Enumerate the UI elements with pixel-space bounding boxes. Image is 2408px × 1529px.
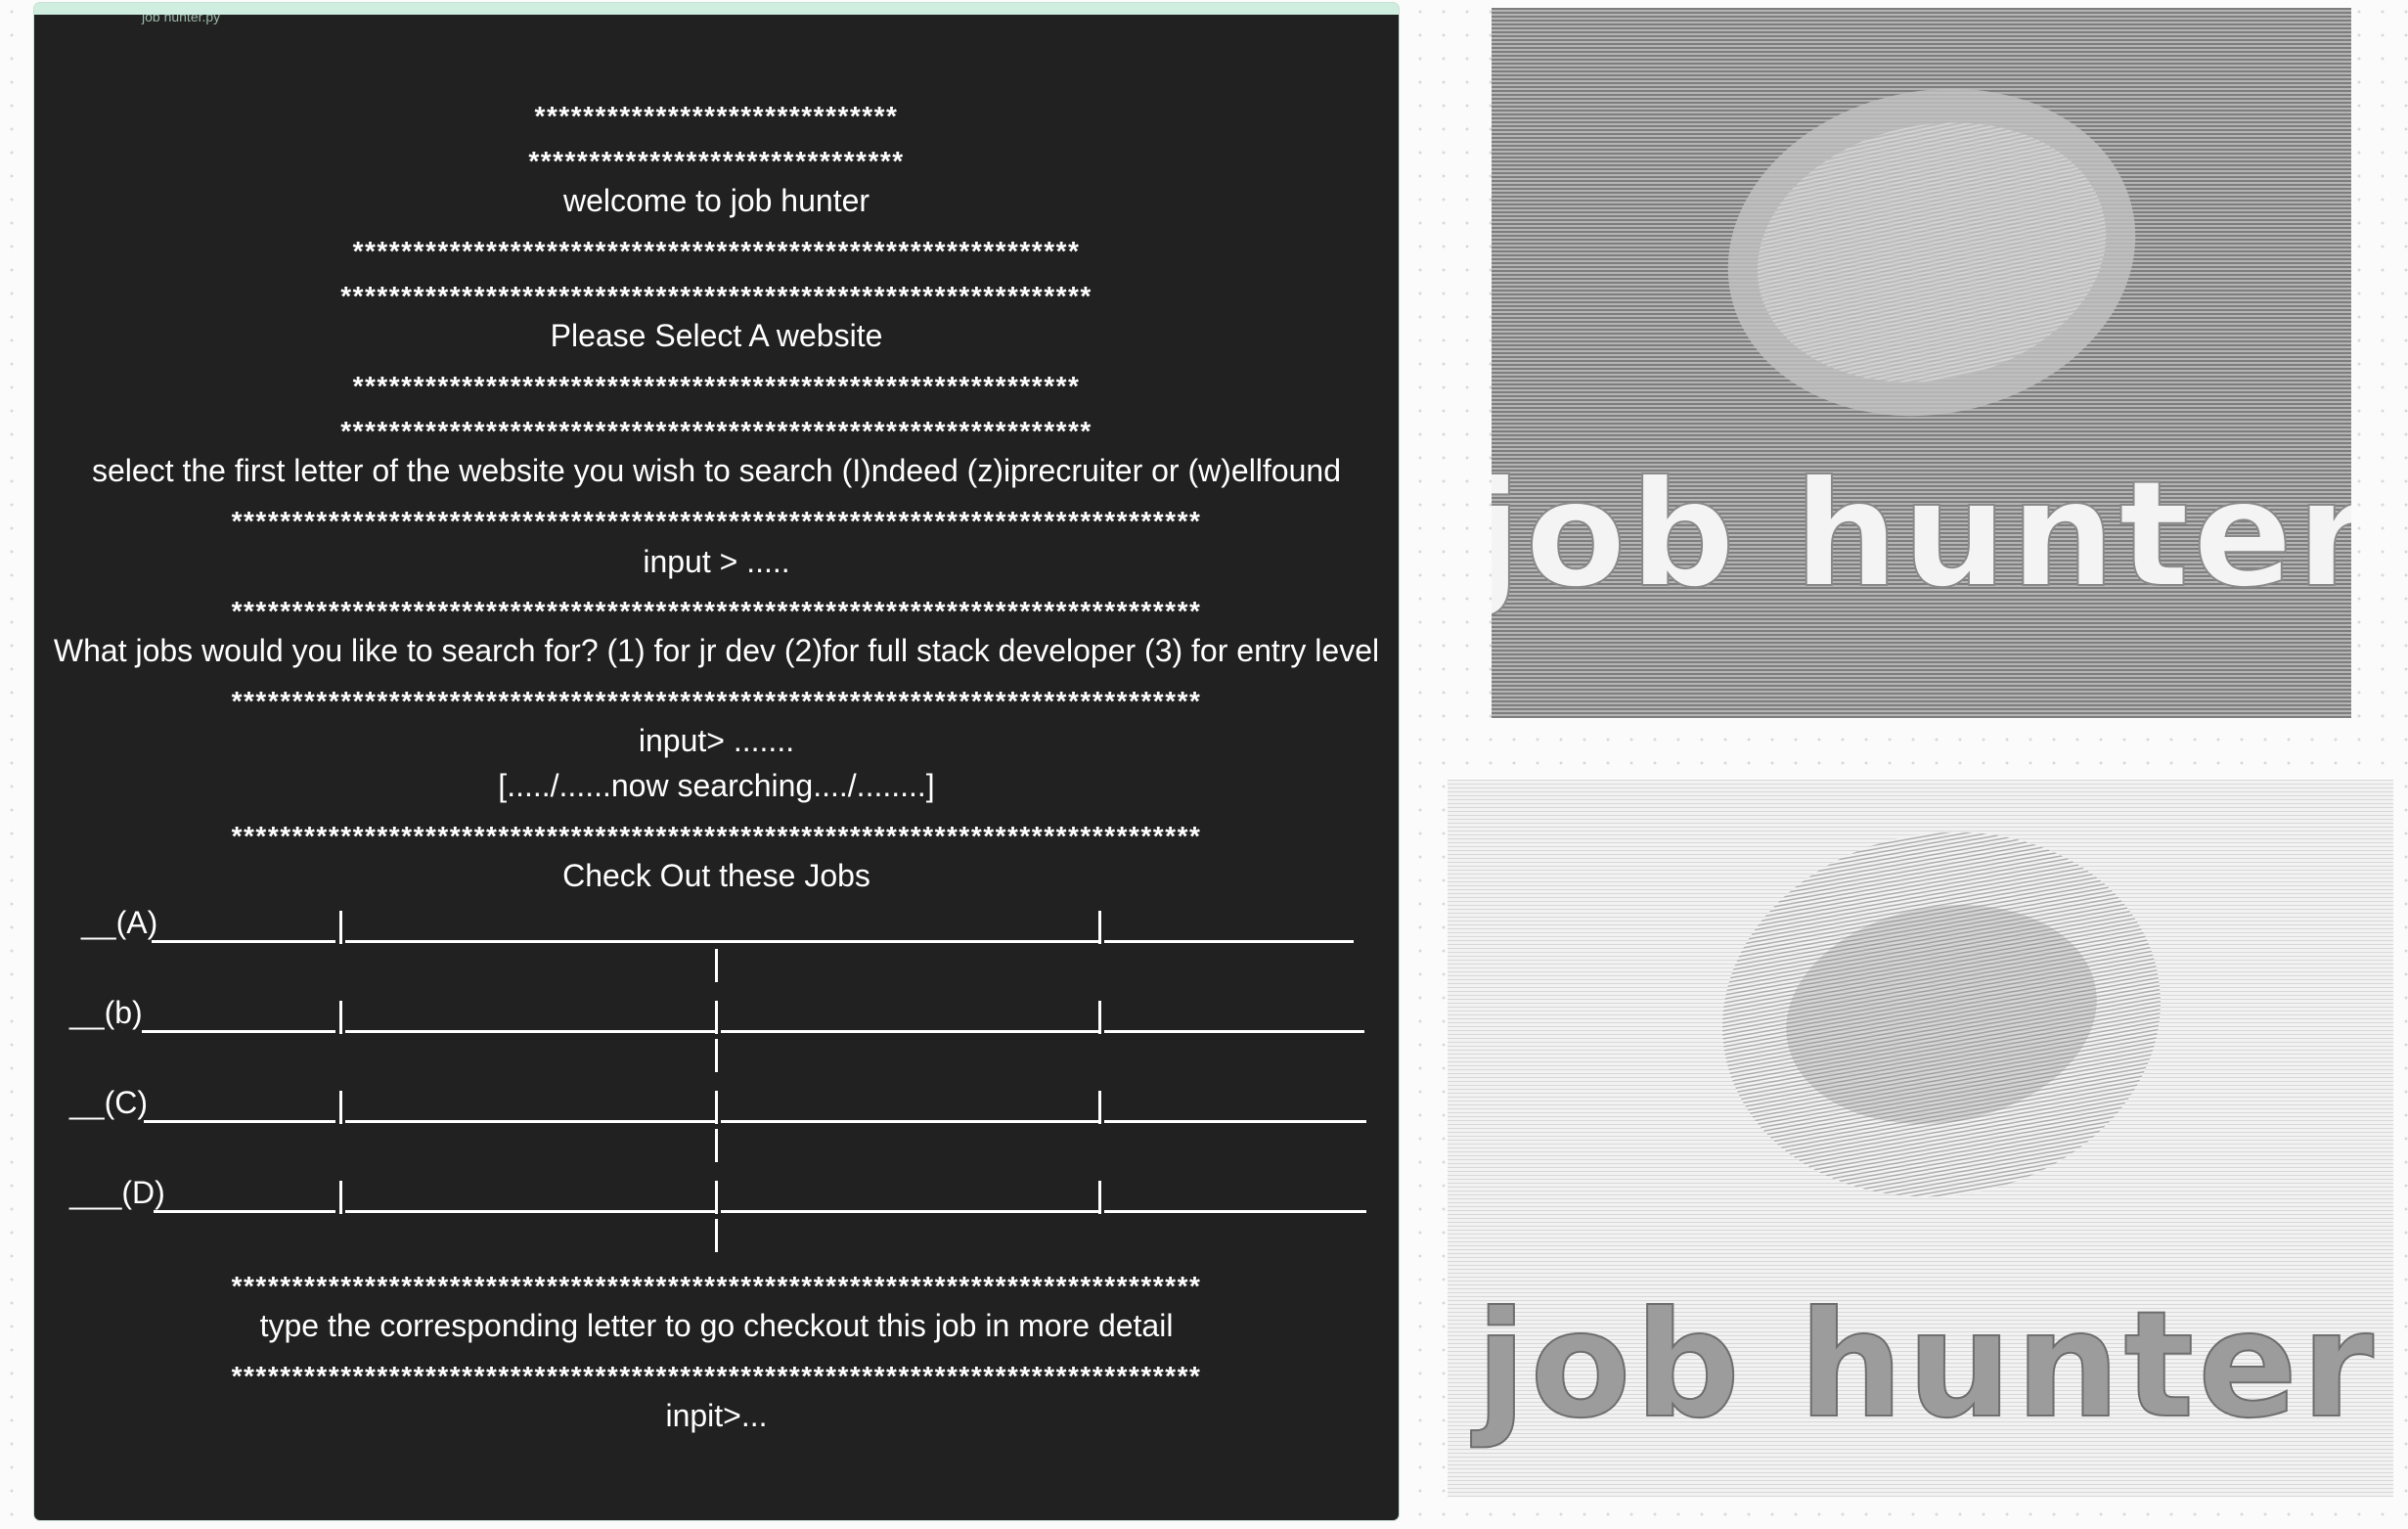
jobs-input[interactable]: input> ....... xyxy=(638,723,795,758)
stars-divider: ****************************** xyxy=(534,101,899,131)
stars-divider: ****************************************… xyxy=(231,821,1202,851)
separator xyxy=(339,1091,342,1124)
stars-divider: ****************************************… xyxy=(231,1271,1202,1301)
separator xyxy=(715,949,718,982)
blank-field xyxy=(345,940,1098,943)
separator xyxy=(339,1181,342,1214)
stars-divider: ****************************************… xyxy=(231,506,1202,536)
ascii-art-caption: job hunter xyxy=(1471,1281,2378,1451)
website-input[interactable]: input > ..... xyxy=(643,544,790,579)
blank-field xyxy=(1104,940,1354,943)
job-row-c[interactable]: __(C) xyxy=(34,1083,1399,1128)
separator xyxy=(1098,1091,1101,1124)
separator xyxy=(1098,1181,1101,1214)
blank-field xyxy=(1104,1120,1366,1123)
stars-divider: ****************************************… xyxy=(231,596,1202,626)
blank-field xyxy=(721,1210,1098,1213)
separator xyxy=(715,1001,718,1034)
ascii-art-logo-dark[interactable]: job hunter xyxy=(1492,8,2351,718)
separator xyxy=(715,1129,718,1162)
job-label: ___(D) xyxy=(69,1175,165,1210)
blank-field xyxy=(721,1030,1098,1033)
blank-field xyxy=(1104,1030,1364,1033)
ascii-art-graphic: job hunter xyxy=(1470,832,2378,1452)
terminal-frame[interactable]: job hunter.py **************************… xyxy=(34,3,1399,1520)
job-label: __(A) xyxy=(81,905,158,940)
blank-field xyxy=(345,1210,715,1213)
jobs-heading: Check Out these Jobs xyxy=(562,858,870,893)
separator xyxy=(339,911,342,944)
website-prompt: select the first letter of the website y… xyxy=(92,453,1341,488)
stars-divider: ****************************************… xyxy=(340,281,1093,311)
blank-field xyxy=(345,1030,715,1033)
frame-title: job hunter.py xyxy=(142,9,221,24)
detail-input[interactable]: inpit>... xyxy=(665,1398,768,1433)
stars-divider: ****************************************… xyxy=(231,1361,1202,1391)
terminal-output: ****************************** *********… xyxy=(34,15,1399,1520)
blank-field xyxy=(152,940,335,943)
job-label: __(C) xyxy=(69,1085,149,1120)
separator xyxy=(1098,911,1101,944)
separator xyxy=(715,1219,718,1252)
job-row-a[interactable]: __(A) xyxy=(34,903,1399,948)
blank-field xyxy=(144,1120,335,1123)
blank-field xyxy=(721,1120,1098,1123)
job-row-d[interactable]: ___(D) xyxy=(34,1173,1399,1218)
blank-field xyxy=(142,1030,335,1033)
ascii-art-logo-light[interactable]: job hunter xyxy=(1448,780,2393,1497)
blank-field xyxy=(345,1120,715,1123)
detail-prompt: type the corresponding letter to go chec… xyxy=(259,1308,1174,1343)
job-label: __(b) xyxy=(69,995,143,1030)
searching-status: [...../......now searching..../........] xyxy=(498,768,935,803)
ascii-art-graphic: job hunter xyxy=(1492,88,2351,621)
welcome-heading: welcome to job hunter xyxy=(562,183,870,218)
separator xyxy=(715,1039,718,1072)
stars-divider: ****************************************… xyxy=(352,236,1081,266)
blank-field xyxy=(154,1210,335,1213)
separator xyxy=(715,1181,718,1214)
stars-divider: ****************************************… xyxy=(340,416,1093,446)
stars-divider: ******************************* xyxy=(528,146,905,176)
job-row-b[interactable]: __(b) xyxy=(34,993,1399,1038)
stars-divider: ****************************************… xyxy=(231,686,1202,716)
separator xyxy=(1098,1001,1101,1034)
select-website-heading: Please Select A website xyxy=(550,318,883,353)
separator xyxy=(715,1091,718,1124)
ascii-art-caption: job hunter xyxy=(1492,450,2351,620)
stars-divider: ****************************************… xyxy=(352,371,1081,401)
jobs-prompt: What jobs would you like to search for? … xyxy=(53,633,1380,668)
blank-field xyxy=(1104,1210,1366,1213)
separator xyxy=(339,1001,342,1034)
